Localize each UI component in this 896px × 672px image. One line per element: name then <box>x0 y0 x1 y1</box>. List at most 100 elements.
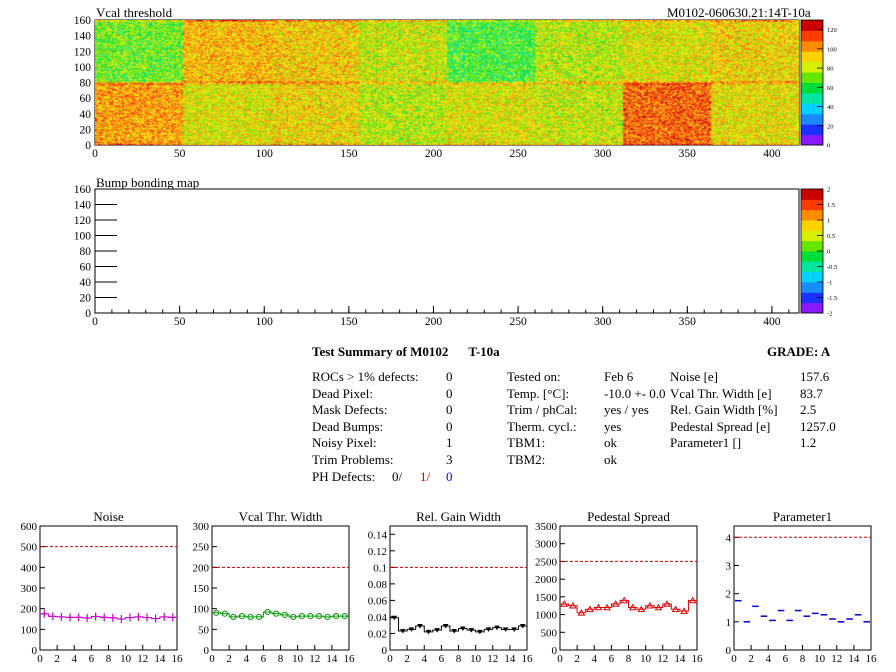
y-tick-label: 50 <box>198 624 210 636</box>
y-tick-label: 20 <box>80 293 92 305</box>
x-tick-label: 8 <box>456 653 462 665</box>
z-tick-label: 120 <box>827 27 837 34</box>
x-tick-label: 10 <box>814 653 826 665</box>
x-tick-label: 10 <box>292 653 304 665</box>
data-point <box>434 628 440 633</box>
data-point <box>84 613 91 622</box>
x-tick-label: 200 <box>425 148 443 160</box>
data-point <box>451 628 458 634</box>
y-tick-label: 0 <box>32 645 38 657</box>
x-tick-label: 350 <box>679 148 697 160</box>
y-tick-label: 100 <box>193 604 210 616</box>
y-tick-label: 3 <box>726 560 732 572</box>
x-tick-label: 0 <box>731 653 737 665</box>
y-tick-label: 500 <box>21 542 38 554</box>
x-tick-label: 50 <box>174 316 186 328</box>
ph-defects-v3: 0 <box>446 469 453 484</box>
data-point <box>169 613 176 622</box>
data-point <box>477 629 483 635</box>
data-point <box>255 613 263 621</box>
x-tick-label: 150 <box>340 316 358 328</box>
y-tick-label: 60 <box>80 262 92 274</box>
color-scale-band <box>801 220 823 231</box>
defect-label: Mask Defects: <box>312 402 388 417</box>
result-value: 2.5 <box>800 402 817 417</box>
test-info-label: Trim / phCal: <box>507 402 578 417</box>
data-point <box>281 611 288 618</box>
y-tick-label: 120 <box>74 46 92 58</box>
x-tick-label: 0 <box>209 653 215 665</box>
y-tick-label: 80 <box>80 78 92 90</box>
x-tick-label: 8 <box>800 653 806 665</box>
z-tick-label: -0.5 <box>827 264 837 271</box>
defect-label: Noisy Pixel: <box>312 435 377 450</box>
x-tick-label: 6 <box>439 653 445 665</box>
y-tick-label: 300 <box>193 521 210 533</box>
data-point <box>298 613 306 620</box>
data-point <box>75 613 82 622</box>
data-point <box>494 625 500 631</box>
color-scale-band <box>801 124 823 136</box>
x-tick-label: 10 <box>470 653 482 665</box>
color-scale-band <box>801 82 823 94</box>
data-point <box>315 613 323 620</box>
data-point <box>577 609 586 616</box>
y-tick-label: 0 <box>382 645 388 657</box>
gain-width-title: Rel. Gain Width <box>416 509 501 524</box>
y-tick-label: 400 <box>21 562 38 574</box>
data-point <box>49 612 56 621</box>
x-tick-label: 16 <box>692 653 704 665</box>
defect-value: 0 <box>446 402 453 417</box>
y-tick-label: 1500 <box>535 592 558 604</box>
threshold-map: 0 50 100 150 200 250 300 350 4000204060801001201… <box>74 15 837 160</box>
parameter1-title: Parameter1 <box>773 509 832 524</box>
y-tick-label: 0 <box>85 140 91 152</box>
bump-map-title: Bump bonding map <box>96 175 200 190</box>
z-tick-label: 20 <box>827 123 834 130</box>
color-scale-band <box>801 282 823 293</box>
y-tick-label: 0.02 <box>368 628 387 640</box>
x-tick-label: 14 <box>674 653 686 665</box>
y-tick-label: 100 <box>74 231 92 243</box>
x-tick-label: 300 <box>594 148 612 160</box>
x-tick-label: 350 <box>679 316 697 328</box>
bump-bonding-map: 0 50 100 150 200 250 300 350 4000204060801001201… <box>74 184 838 328</box>
color-scale-band <box>801 20 823 31</box>
data-point <box>603 603 611 611</box>
y-tick-label: 40 <box>80 109 92 121</box>
result-label: Parameter1 [] <box>670 435 742 450</box>
x-tick-label: 16 <box>172 653 184 665</box>
test-info-value: ok <box>604 451 617 467</box>
data-point <box>502 627 509 632</box>
y-tick-label: 1 <box>726 617 732 629</box>
color-scale-band <box>801 240 823 252</box>
color-scale-band <box>801 199 823 211</box>
color-scale-band <box>801 251 823 262</box>
data-point <box>341 613 348 620</box>
x-tick-label: 8 <box>278 653 284 665</box>
x-tick-label: 10 <box>120 653 132 665</box>
defect-label: ROCs > 1% defects: <box>312 369 419 384</box>
result-value: 157.6 <box>800 369 830 384</box>
ph-defects-label: PH Defects: <box>312 469 376 484</box>
color-scale-band <box>801 302 823 314</box>
x-tick-label: 0 <box>92 148 98 160</box>
y-tick-label: 120 <box>74 215 92 227</box>
vcal-width-frame <box>211 525 350 651</box>
data-point <box>680 607 689 614</box>
x-tick-label: 8 <box>626 653 632 665</box>
y-tick-label: 2 <box>726 589 732 601</box>
y-tick-label: 2500 <box>535 556 558 568</box>
data-point <box>688 596 697 604</box>
color-scale-band <box>801 230 823 242</box>
y-tick-label: 3500 <box>535 521 558 533</box>
y-tick-label: 200 <box>193 562 210 574</box>
module-id: M0102-060630.21:14T-10a <box>667 5 811 20</box>
noise-title: Noise <box>93 509 124 524</box>
defect-value: 3 <box>446 451 453 467</box>
color-scale-band <box>801 103 823 115</box>
y-tick-label: 0.06 <box>368 595 388 607</box>
y-tick-label: 2000 <box>535 574 558 586</box>
data-point <box>511 627 517 632</box>
x-tick-label: 150 <box>340 148 358 160</box>
